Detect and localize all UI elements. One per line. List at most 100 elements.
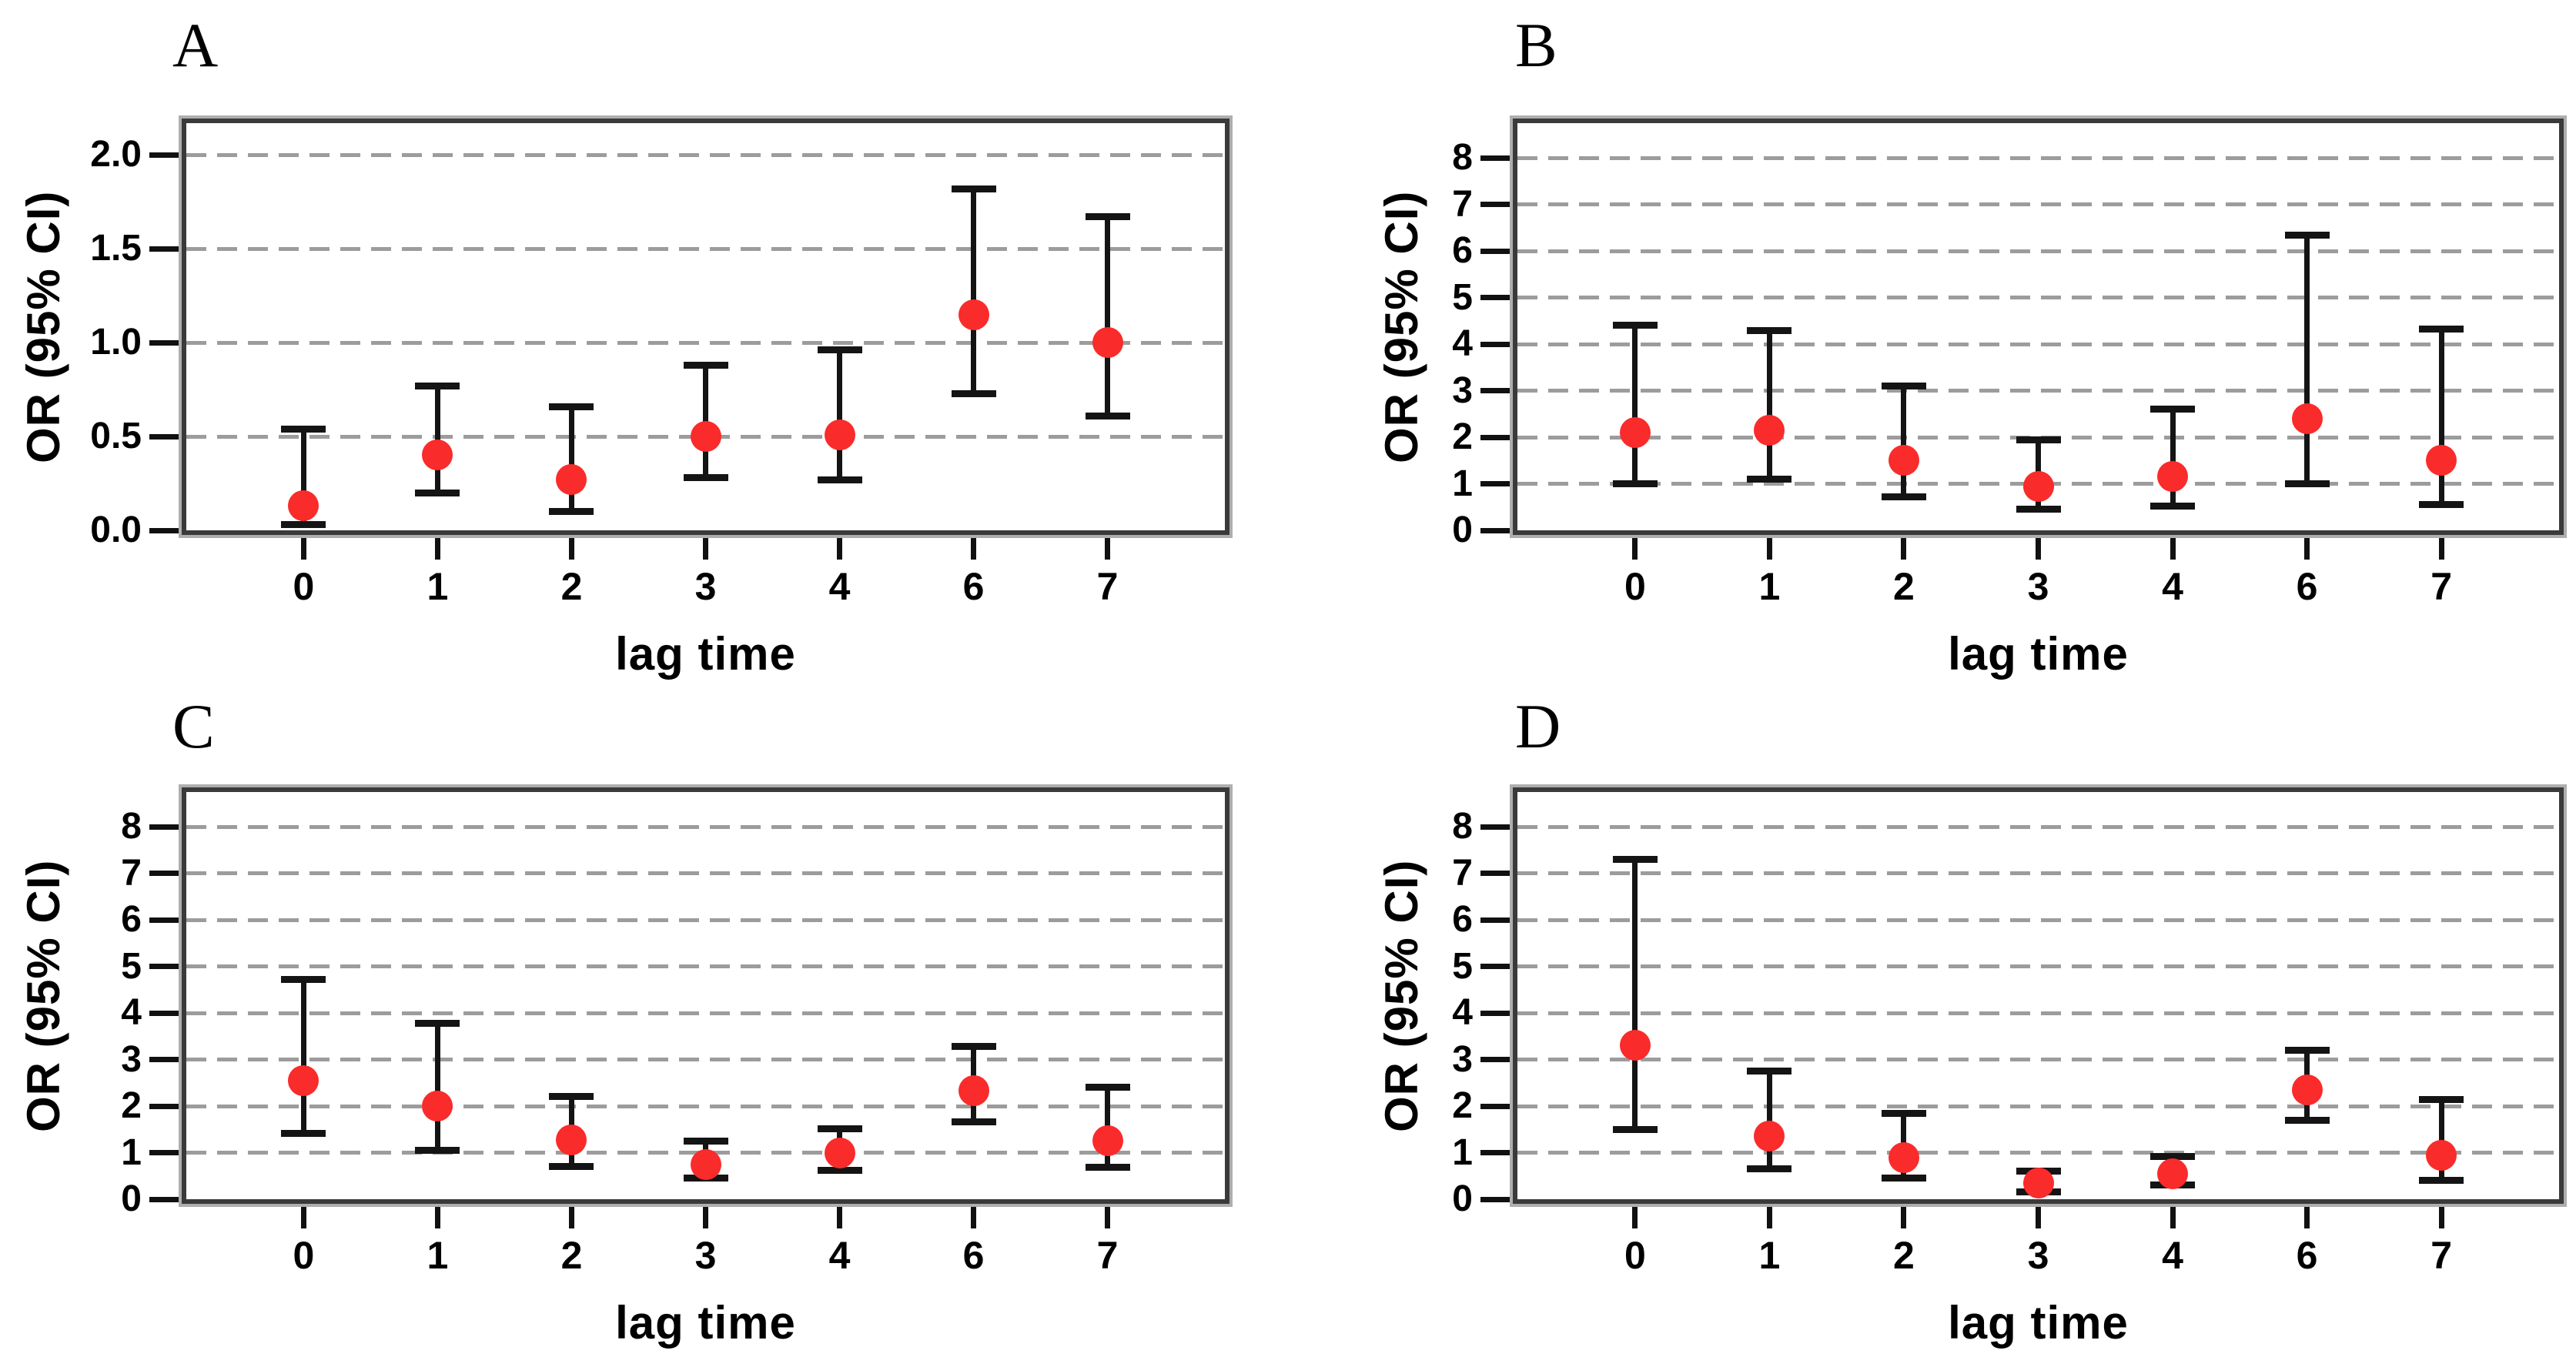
error-bar-cap-lower bbox=[549, 1163, 594, 1171]
x-tick-label: 6 bbox=[962, 565, 985, 608]
x-tick bbox=[2304, 1207, 2310, 1228]
y-tick-label: 8 bbox=[1452, 137, 1473, 179]
x-tick bbox=[2036, 1207, 2041, 1228]
error-bar bbox=[2438, 329, 2444, 505]
x-tick-label: 2 bbox=[560, 1234, 583, 1277]
error-bar-cap-upper bbox=[1612, 856, 1658, 864]
error-bar-cap-lower bbox=[2150, 503, 2196, 510]
panel-c-letter: C bbox=[172, 691, 215, 761]
error-bar-cap-lower bbox=[1085, 412, 1130, 419]
y-tick-label: 3 bbox=[1452, 369, 1473, 411]
data-point-marker bbox=[1092, 1125, 1123, 1157]
error-bar bbox=[300, 429, 306, 525]
y-tick-label: 1 bbox=[1452, 463, 1473, 504]
data-point-marker bbox=[2022, 1167, 2054, 1198]
x-tick-label: 1 bbox=[1758, 1234, 1781, 1277]
x-tick bbox=[1766, 1207, 1772, 1228]
error-bar bbox=[837, 349, 843, 480]
error-bar-cap-upper bbox=[1747, 1068, 1792, 1075]
y-tick-label: 5 bbox=[121, 945, 142, 987]
x-tick bbox=[2438, 538, 2444, 560]
x-tick bbox=[1766, 538, 1772, 560]
y-tick bbox=[149, 152, 179, 158]
data-point-marker bbox=[288, 490, 319, 522]
y-tick-label: 1.5 bbox=[90, 228, 142, 269]
error-bar-cap-lower bbox=[1747, 475, 1792, 483]
error-bar-cap-upper bbox=[549, 403, 594, 410]
y-tick-label: 7 bbox=[1452, 852, 1473, 894]
y-tick bbox=[1480, 341, 1510, 347]
data-point-marker bbox=[690, 1148, 721, 1180]
y-tick-label: 6 bbox=[121, 899, 142, 941]
panel-a-letter: A bbox=[172, 10, 219, 80]
y-tick-label: 2 bbox=[121, 1085, 142, 1127]
y-grid-line bbox=[186, 246, 1225, 251]
data-point-marker bbox=[1888, 445, 1919, 476]
y-tick bbox=[1480, 481, 1510, 487]
y-grid-line bbox=[1517, 155, 2559, 160]
error-bar bbox=[1632, 325, 1638, 484]
x-tick-label: 0 bbox=[1624, 1234, 1646, 1277]
data-point-marker bbox=[958, 299, 989, 330]
y-grid-line bbox=[186, 964, 1225, 969]
data-point-marker bbox=[1888, 1141, 1919, 1173]
x-tick-label: 3 bbox=[694, 565, 717, 608]
error-bar-cap-lower bbox=[817, 1167, 862, 1175]
y-tick-label: 0 bbox=[121, 1178, 142, 1219]
x-tick-label: 7 bbox=[2430, 1234, 2453, 1277]
y-tick bbox=[149, 1010, 179, 1016]
y-grid-line bbox=[1517, 824, 2559, 829]
y-tick-label: 1 bbox=[1452, 1131, 1473, 1173]
y-tick-label: 7 bbox=[121, 852, 142, 894]
y-grid-line bbox=[186, 340, 1225, 345]
x-tick bbox=[1105, 1207, 1111, 1228]
y-tick-label: 6 bbox=[1452, 899, 1473, 941]
y-grid-line bbox=[1517, 1058, 2559, 1062]
error-bar bbox=[2170, 409, 2176, 506]
data-point-marker bbox=[2426, 445, 2457, 476]
error-bar-cap-upper bbox=[817, 346, 862, 354]
y-tick bbox=[149, 433, 179, 440]
y-tick bbox=[1480, 388, 1510, 394]
error-bar-cap-lower bbox=[1085, 1164, 1130, 1171]
x-tick-label: 0 bbox=[293, 1234, 315, 1277]
y-tick bbox=[1480, 1057, 1510, 1063]
error-bar-cap-upper bbox=[817, 1125, 862, 1132]
error-bar-cap-upper bbox=[1612, 322, 1658, 329]
data-point-marker bbox=[422, 1091, 453, 1122]
y-grid-line bbox=[1517, 964, 2559, 969]
error-bar-cap-upper bbox=[2016, 436, 2061, 443]
y-grid-line bbox=[1517, 342, 2559, 346]
data-point-marker bbox=[288, 1065, 319, 1096]
error-bar-cap-lower bbox=[2016, 506, 2061, 513]
data-point-marker bbox=[2291, 403, 2323, 434]
x-tick-label: 2 bbox=[560, 565, 583, 608]
error-bar-cap-lower bbox=[1612, 480, 1658, 488]
error-bar-cap-lower bbox=[2284, 1116, 2330, 1124]
error-bar bbox=[434, 386, 440, 493]
x-tick-label: 0 bbox=[1624, 565, 1646, 608]
y-tick bbox=[1480, 202, 1510, 208]
x-tick-label: 4 bbox=[828, 565, 851, 608]
x-tick-label: 7 bbox=[1096, 565, 1119, 608]
x-tick-label: 1 bbox=[427, 1234, 449, 1277]
data-point-marker bbox=[2291, 1074, 2323, 1105]
x-tick bbox=[971, 1207, 977, 1228]
y-tick bbox=[149, 1057, 179, 1063]
error-bar-cap-upper bbox=[683, 361, 728, 369]
x-tick bbox=[434, 538, 440, 560]
y-tick-label: 2.0 bbox=[90, 134, 142, 175]
panel-b-letter: B bbox=[1515, 10, 1557, 80]
error-bar-cap-lower bbox=[683, 474, 728, 482]
x-tick bbox=[703, 538, 708, 560]
y-tick-label: 1.0 bbox=[90, 322, 142, 363]
error-bar bbox=[971, 189, 977, 394]
x-tick-label: 3 bbox=[2027, 565, 2049, 608]
y-grid-line bbox=[1517, 389, 2559, 393]
error-bar-cap-lower bbox=[281, 1129, 326, 1137]
error-bar bbox=[1766, 330, 1772, 480]
error-bar-cap-upper bbox=[415, 382, 460, 389]
y-tick bbox=[1480, 1196, 1510, 1202]
x-tick-label: 3 bbox=[694, 1234, 717, 1277]
